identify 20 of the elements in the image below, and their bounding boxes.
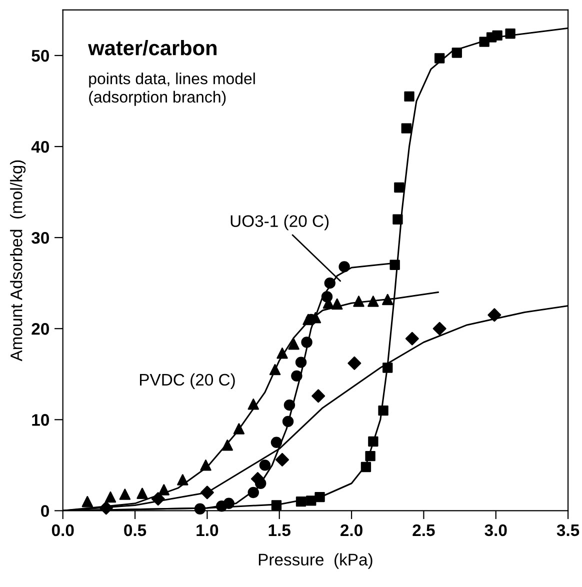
x-tick-label: 3.5 <box>556 524 580 536</box>
y-axis-title: Amount Adsorbed (mol/kg) <box>10 160 26 362</box>
y-tick-label: 20 <box>32 323 49 335</box>
text: water/carbon <box>88 40 216 56</box>
x-tick-label: 2.0 <box>340 524 362 536</box>
y-tick-label: 50 <box>32 50 49 62</box>
x-axis-title: Pressure (kPa) <box>258 553 372 569</box>
x-tick-label: 2.5 <box>412 524 435 536</box>
x-tick-label: 1.0 <box>196 524 218 536</box>
text: points data, lines model (adsorption branch) <box>89 72 255 106</box>
y-tick-label: 0 <box>41 505 49 517</box>
x-tick-label: 0.0 <box>52 524 74 536</box>
x-tick-label: 0.5 <box>124 524 146 536</box>
x-tick-label: 1.5 <box>268 524 290 536</box>
y-tick-label: 40 <box>31 140 49 153</box>
series-label: PVDC (20 C) <box>140 373 235 389</box>
y-tick-label: 30 <box>32 232 49 244</box>
text: UO3-1 (20 C) <box>230 214 329 230</box>
x-tick-label: 3.0 <box>484 524 507 536</box>
y-tick-label: 10 <box>32 414 49 426</box>
